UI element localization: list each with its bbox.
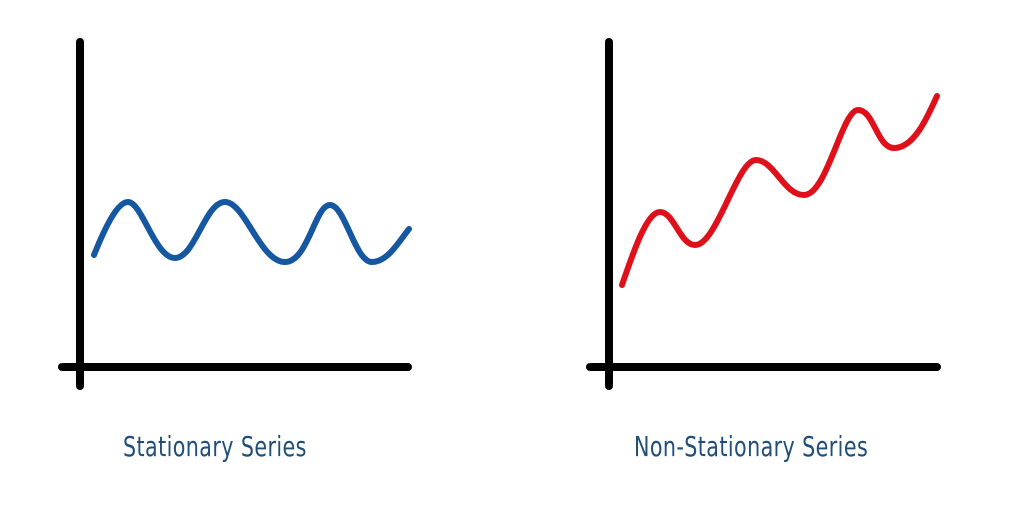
stationary-caption: Stationary Series [123,430,307,463]
non-stationary-curve [619,93,940,288]
stationary-plot [58,38,412,390]
stationary-curve [91,199,412,265]
non-stationary-plot [586,38,941,390]
non-stationary-panel: Non-Stationary Series [512,0,1024,505]
non-stationary-caption: Non-Stationary Series [634,430,869,463]
stationary-panel: Stationary Series [58,38,412,463]
